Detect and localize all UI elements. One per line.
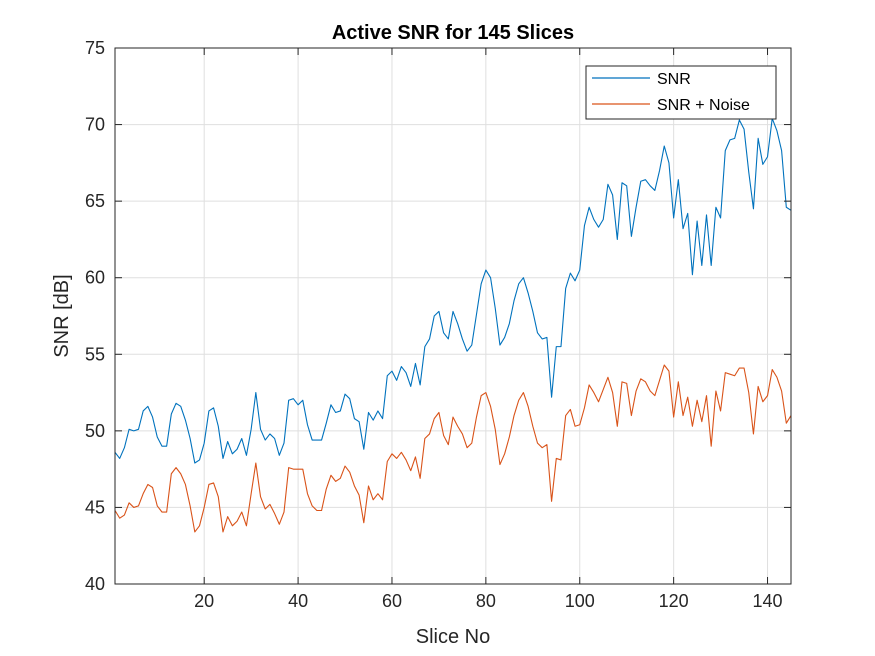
legend: SNR SNR + Noise [585,65,777,120]
legend-box [585,65,777,120]
y-tick-label: 45 [85,497,105,517]
legend-label-snr: SNR [657,71,691,88]
x-tick-label: 20 [194,591,214,611]
y-tick-label: 55 [85,344,105,364]
series-line-snr [114,117,792,464]
x-tick-label: 140 [753,591,783,611]
x-tick-label: 100 [565,591,595,611]
x-tick-label: 80 [476,591,496,611]
x-tick-label: 120 [659,591,689,611]
x-tick-label: 60 [382,591,402,611]
legend-label-snr-noise: SNR + Noise [657,97,750,114]
axes-box [114,47,792,585]
y-tick-label: 65 [85,191,105,211]
x-axis-label: Slice No [416,626,490,648]
y-tick-label: 70 [85,115,105,135]
x-tick-label: 40 [288,591,308,611]
ticks: 20 40 60 80 100 120 140 40 45 50 55 60 65 70 75 [85,38,791,611]
plot-area [115,48,791,584]
y-tick-label: 75 [85,38,105,58]
y-tick-label: 60 [85,268,105,288]
y-axis-label: SNR [dB] [51,274,73,357]
chart-title: Active SNR for 145 Slices [332,22,574,44]
y-tick-label: 50 [85,421,105,441]
series-line-snr-noise [114,364,792,533]
series-group [114,117,792,533]
y-tick-label: 40 [85,574,105,594]
